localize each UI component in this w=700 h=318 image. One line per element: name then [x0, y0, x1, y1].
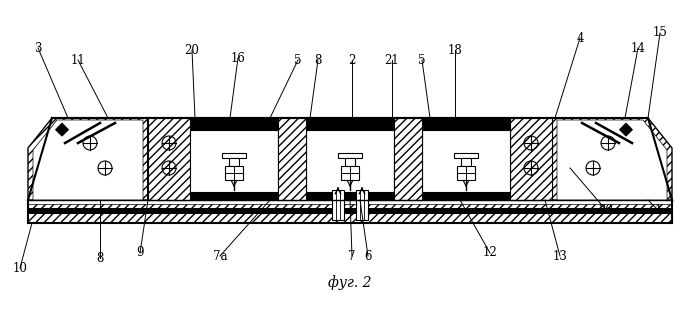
Text: 16: 16 [230, 52, 246, 65]
Text: 10: 10 [13, 261, 27, 274]
Bar [620, 123, 632, 136]
Text: 12: 12 [482, 246, 498, 259]
Bar [422, 130, 510, 192]
Bar [229, 158, 239, 166]
Text: 9: 9 [136, 246, 144, 259]
Bar [457, 166, 475, 180]
Text: 8: 8 [314, 53, 322, 66]
Text: 14: 14 [631, 42, 645, 54]
Text: 7а: 7а [213, 250, 228, 262]
Bar [306, 130, 394, 192]
Text: 1: 1 [654, 204, 661, 217]
Bar [345, 158, 355, 166]
Text: 7: 7 [349, 250, 356, 262]
Bar [148, 118, 552, 200]
Text: 20: 20 [598, 204, 613, 217]
Bar [338, 153, 362, 158]
Bar [454, 153, 478, 158]
Text: 15: 15 [652, 26, 667, 39]
Text: 21: 21 [384, 53, 400, 66]
Bar [278, 118, 306, 200]
Text: 2: 2 [349, 53, 356, 66]
Text: 13: 13 [552, 250, 568, 262]
Polygon shape [33, 120, 143, 200]
Bar [356, 190, 368, 220]
Bar [190, 130, 278, 192]
Polygon shape [28, 200, 672, 223]
Bar [148, 118, 190, 200]
Bar [225, 166, 243, 180]
Polygon shape [557, 120, 667, 200]
Text: 5: 5 [419, 53, 426, 66]
Text: 11: 11 [71, 53, 85, 66]
Text: фуг. 2: фуг. 2 [328, 276, 372, 290]
Text: 8: 8 [97, 252, 104, 265]
Polygon shape [28, 118, 148, 200]
Text: 4: 4 [576, 31, 584, 45]
Bar [222, 153, 246, 158]
Polygon shape [552, 118, 672, 200]
Text: 5: 5 [294, 53, 302, 66]
Text: 6: 6 [364, 250, 372, 262]
Text: 20: 20 [185, 44, 200, 57]
Text: 3: 3 [34, 42, 42, 54]
Bar [341, 166, 359, 180]
Bar [28, 200, 672, 204]
Bar [510, 118, 552, 200]
Bar [394, 118, 422, 200]
Bar [461, 158, 471, 166]
Text: 18: 18 [447, 44, 463, 57]
Bar [28, 208, 672, 214]
Bar [332, 190, 344, 220]
Bar [55, 123, 69, 136]
